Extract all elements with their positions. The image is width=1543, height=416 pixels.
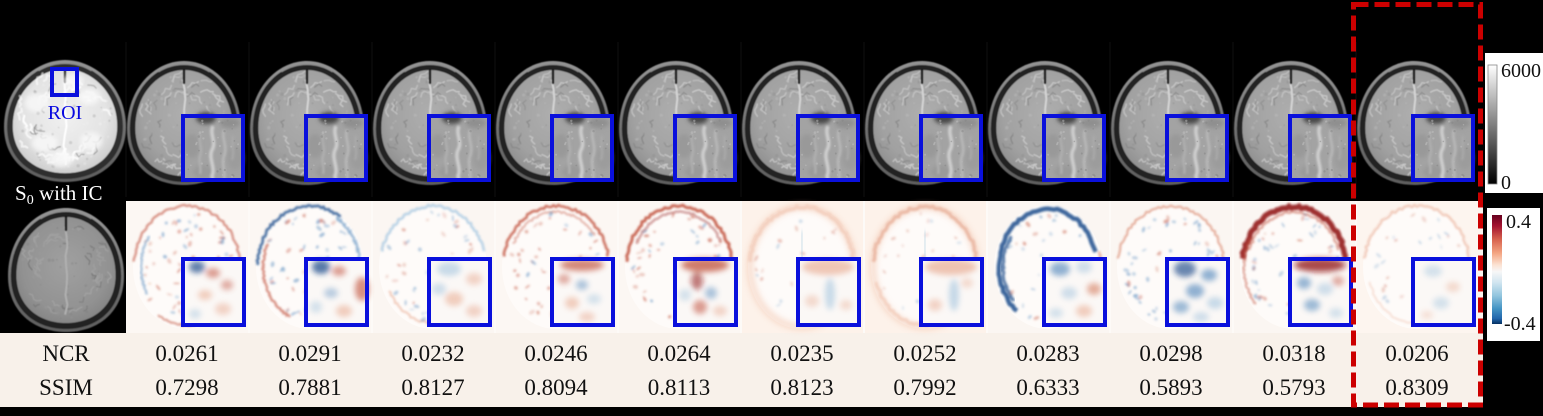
svg-text:0.5893: 0.5893 bbox=[1139, 375, 1202, 400]
svg-text:NCR: NCR bbox=[42, 341, 90, 366]
svg-text:-0.4: -0.4 bbox=[1504, 313, 1536, 335]
svg-text:0.8123: 0.8123 bbox=[770, 375, 833, 400]
svg-text:0.7992: 0.7992 bbox=[893, 375, 956, 400]
svg-text:6000: 6000 bbox=[1501, 60, 1541, 82]
svg-text:0.7298: 0.7298 bbox=[155, 375, 218, 400]
svg-text:0: 0 bbox=[1501, 172, 1511, 194]
svg-text:0.8127: 0.8127 bbox=[401, 375, 464, 400]
svg-text:0.8309: 0.8309 bbox=[1385, 375, 1448, 400]
svg-text:0.8094: 0.8094 bbox=[524, 375, 588, 400]
svg-text:0.0283: 0.0283 bbox=[1016, 341, 1079, 366]
svg-text:0.0206: 0.0206 bbox=[1385, 341, 1448, 366]
svg-text:0.0246: 0.0246 bbox=[524, 341, 587, 366]
svg-text:0.0252: 0.0252 bbox=[893, 341, 956, 366]
svg-text:0.4: 0.4 bbox=[1506, 211, 1531, 233]
svg-text:0.0298: 0.0298 bbox=[1139, 341, 1202, 366]
svg-text:0.7881: 0.7881 bbox=[278, 375, 341, 400]
svg-text:0.0261: 0.0261 bbox=[155, 341, 218, 366]
svg-text:SSIM: SSIM bbox=[39, 375, 93, 400]
svg-text:0.8113: 0.8113 bbox=[648, 375, 710, 400]
svg-text:0.0264: 0.0264 bbox=[647, 341, 711, 366]
svg-text:0.5793: 0.5793 bbox=[1262, 375, 1325, 400]
svg-text:0.0235: 0.0235 bbox=[770, 341, 833, 366]
svg-text:0.0318: 0.0318 bbox=[1262, 341, 1325, 366]
svg-text:0.6333: 0.6333 bbox=[1016, 375, 1079, 400]
svg-text:ROI: ROI bbox=[48, 102, 82, 124]
svg-text:0.0232: 0.0232 bbox=[401, 341, 464, 366]
svg-text:0.0291: 0.0291 bbox=[278, 341, 341, 366]
